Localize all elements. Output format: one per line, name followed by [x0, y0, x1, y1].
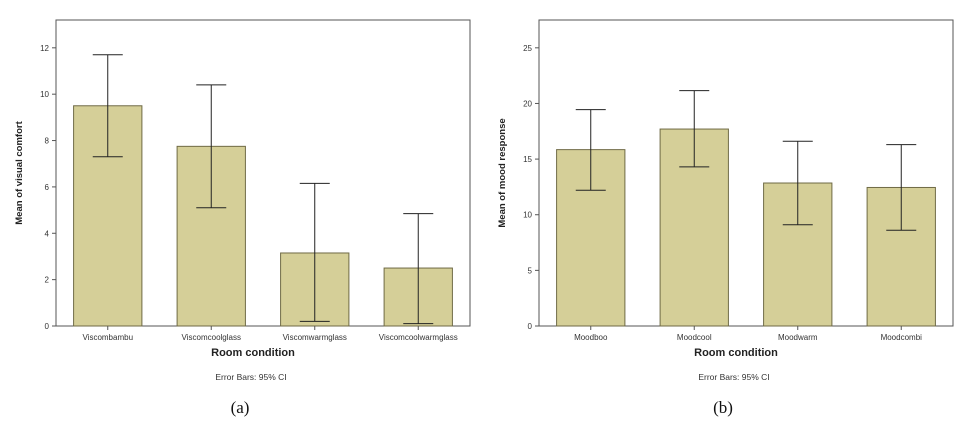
y-tick-label: 12 [40, 44, 49, 53]
x-axis-title: Room condition [211, 347, 295, 359]
chart-panel-b: 0 5 10 15 20 25 Moodboo Moodcool Moodwarm Moodcom… [483, 0, 963, 438]
y-tick-label: 0 [528, 322, 533, 331]
mood-response-chart: 0 5 10 15 20 25 Moodboo Moodcool Moodwarm Moodcom… [497, 19, 954, 382]
category-label: Viscomcoolwarmglass [379, 333, 458, 342]
y-tick-label: 20 [523, 99, 532, 108]
y-tick-label: 5 [528, 266, 533, 275]
y-tick-label: 2 [45, 276, 50, 285]
y-tick-label: 25 [523, 44, 532, 53]
y-tick-label: 4 [45, 229, 50, 238]
y-axis-title: Mean of visual comfort [14, 120, 25, 224]
error-bar-note: Error Bars: 95% CI [698, 372, 769, 382]
y-tick-label: 8 [45, 137, 50, 146]
caption-a: (a) [230, 398, 250, 417]
category-label: Moodcombi [881, 333, 923, 342]
category-label: Moodcool [677, 333, 712, 342]
y-tick-label: 10 [523, 211, 532, 220]
chart-panel-a: 0 2 4 6 8 10 12 Viscombambu Viscomcoolglass Visco… [0, 0, 480, 438]
y-tick-label: 0 [45, 322, 50, 331]
category-label: Viscomcoolglass [182, 333, 241, 342]
category-label: Moodboo [574, 333, 608, 342]
category-label: Moodwarm [778, 333, 818, 342]
y-axis-title: Mean of mood response [497, 118, 508, 227]
plot-frame [538, 19, 954, 327]
y-tick-label: 10 [40, 90, 49, 99]
error-bar-note: Error Bars: 95% CI [215, 372, 286, 382]
category-label: Viscombambu [82, 333, 133, 342]
caption-b: (b) [713, 398, 733, 417]
y-tick-label: 6 [45, 183, 50, 192]
y-tick-label: 15 [523, 155, 532, 164]
category-label: Viscomwarmglass [283, 333, 347, 342]
x-axis-title: Room condition [694, 347, 778, 359]
visual-comfort-chart: 0 2 4 6 8 10 12 Viscombambu Viscomcoolglass Visco… [14, 19, 471, 382]
plot-frame [55, 19, 471, 327]
